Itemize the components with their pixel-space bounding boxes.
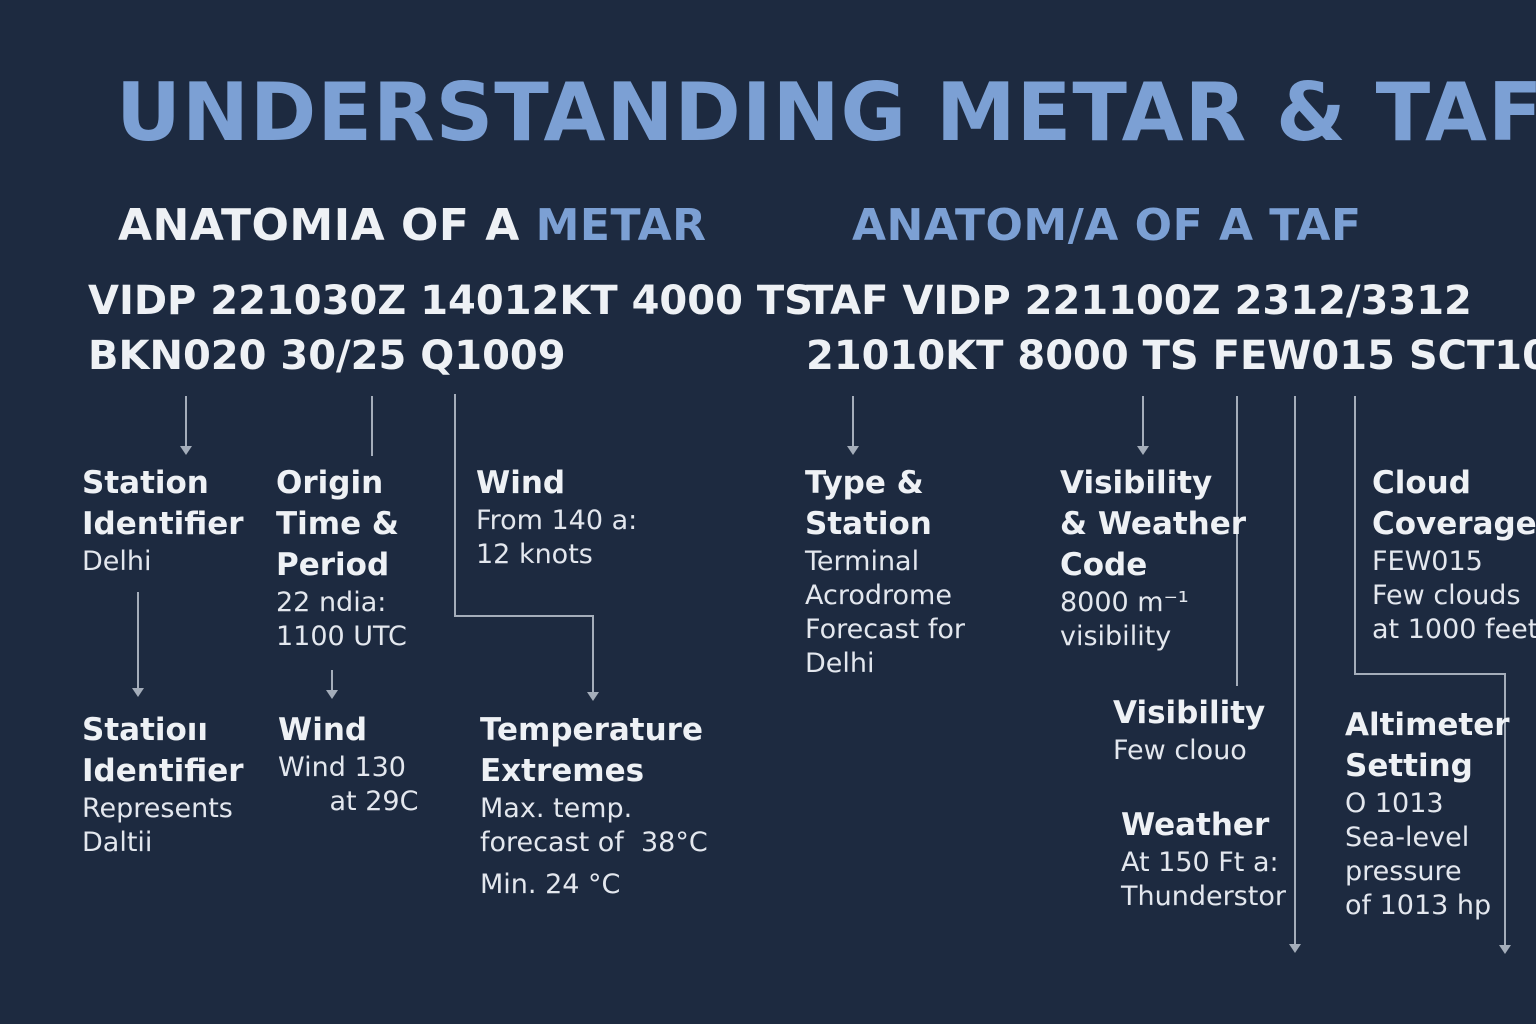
taf-altimeter-setting: Altimeter Setting O 1013 Sea-level press… bbox=[1345, 705, 1510, 923]
taf-visibility-weather-label-2: & Weather bbox=[1060, 506, 1247, 542]
taf-visibility-desc: Few clouo bbox=[1113, 735, 1247, 766]
taf-cloud-coverage-desc-1: FEW015 bbox=[1372, 546, 1483, 577]
metar-temperature-min: Min. 24 °C bbox=[480, 869, 621, 900]
taf-weather: Weather At 150 Ft a: Thunderstor bbox=[1121, 805, 1286, 914]
taf-visibility-weather-desc-2: visibility bbox=[1060, 621, 1172, 652]
taf-cloud-coverage-desc-2: Few clouds bbox=[1372, 580, 1521, 611]
taf-visibility-weather-label-3: Code bbox=[1060, 547, 1148, 583]
taf-type-station-label-1: Type & bbox=[805, 465, 924, 501]
metar-wind-2-desc-1: Wind 130 bbox=[278, 752, 406, 783]
taf-code-line-2: 21010KT 8000 TS FEW015 SCT100 bbox=[806, 333, 1536, 379]
metar-temperature-label-1: Temperature bbox=[480, 712, 703, 748]
metar-origin-time-desc-1: 22 ndia: bbox=[276, 587, 387, 618]
taf-weather-label: Weather bbox=[1121, 807, 1270, 843]
page-title: UNDERSTANDING METAR & TAF bbox=[116, 66, 1536, 159]
metar-station-identifier: Station Identifier Delhi bbox=[82, 463, 244, 579]
taf-cloud-coverage-desc-3: at 1000 feet bbox=[1372, 614, 1536, 645]
taf-cloud-coverage: Cloud Coverage FEW015 Few clouds at 1000… bbox=[1372, 463, 1536, 647]
metar-station-identifier-2-label-1: Statioıı bbox=[82, 712, 209, 748]
taf-altimeter-label-2: Setting bbox=[1345, 748, 1473, 784]
metar-station-identifier-2-desc-2: Daltii bbox=[82, 827, 153, 858]
metar-station-identifier-desc-1: Delhi bbox=[82, 546, 152, 577]
taf-heading: ANATOM/A OF A TAF bbox=[852, 200, 1362, 251]
taf-visibility-label: Visibility bbox=[1113, 695, 1266, 731]
metar-wind-2: Wind Wind 130 at 29C bbox=[278, 710, 418, 819]
metar-heading: ANATOMIA OF A METAR bbox=[118, 200, 707, 251]
metar-temperature-desc-1: Max. temp. bbox=[480, 793, 633, 824]
taf-altimeter-desc-3: pressure bbox=[1345, 856, 1462, 887]
taf-altimeter-label-1: Altimeter bbox=[1345, 707, 1510, 743]
metar-temperature-label-2: Extremes bbox=[480, 753, 645, 789]
taf-altimeter-desc-4: of 1013 hp bbox=[1345, 890, 1492, 921]
taf-altimeter-desc-2: Sea-level bbox=[1345, 822, 1470, 853]
metar-origin-time-desc-2: 1100 UTC bbox=[276, 621, 407, 652]
taf-type-station-desc-1: Terminal bbox=[805, 546, 920, 577]
metar-station-identifier-2-desc-1: Represents bbox=[82, 793, 233, 824]
metar-station-identifier-2: Statioıı Identifier Represents Daltii bbox=[82, 710, 244, 860]
metar-heading-prefix: ANATOMIA OF A bbox=[118, 200, 520, 251]
metar-code-line-2: BKN020 30/25 Q1009 bbox=[88, 333, 566, 379]
metar-temperature-desc-2: forecast of 38°C bbox=[480, 827, 708, 858]
taf-visibility-weather-desc-1: 8000 m⁻¹ bbox=[1060, 587, 1189, 618]
metar-station-identifier-2-label-2: Identifier bbox=[82, 753, 244, 789]
metar-station-identifier-label-2: Identifier bbox=[82, 506, 244, 542]
metar-origin-time: Origin Time & Period 22 ndia: 1100 UTC bbox=[276, 463, 407, 654]
metar-wind-desc-2: 12 knots bbox=[476, 539, 593, 570]
taf-type-station-label-2: Station bbox=[805, 506, 932, 542]
metar-wind-2-label: Wind bbox=[278, 712, 368, 748]
metar-code-line-1: VIDP 221030Z 14012KT 4000 TS bbox=[88, 278, 813, 324]
metar-wind-2-desc-2: at 29C bbox=[278, 786, 419, 817]
taf-visibility: Visibility Few clouo bbox=[1113, 693, 1265, 768]
taf-cloud-coverage-label-1: Cloud bbox=[1372, 465, 1471, 501]
taf-visibility-weather-code: Visibility & Weather Code 8000 m⁻¹ visib… bbox=[1060, 463, 1246, 654]
metar-temperature-extremes: Temperature Extremes Max. temp. forecast… bbox=[480, 710, 708, 902]
taf-type-station-desc-4: Delhi bbox=[805, 648, 875, 679]
metar-wind-desc-1: From 140 a: bbox=[476, 505, 638, 536]
metar-origin-time-label-1: Origin bbox=[276, 465, 384, 501]
taf-visibility-weather-label-1: Visibility bbox=[1060, 465, 1213, 501]
metar-wind-label: Wind bbox=[476, 465, 566, 501]
metar-origin-time-label-2: Time & bbox=[276, 506, 399, 542]
taf-altimeter-desc-1: O 1013 bbox=[1345, 788, 1444, 819]
taf-weather-desc-2: Thunderstor bbox=[1121, 881, 1286, 912]
metar-station-identifier-label-1: Station bbox=[82, 465, 209, 501]
taf-type-station: Type & Station Terminal Acrodrome Foreca… bbox=[805, 463, 965, 681]
metar-wind: Wind From 140 a: 12 knots bbox=[476, 463, 637, 572]
taf-code-line-1: TAF VIDP 221100Z 2312/3312 bbox=[806, 278, 1472, 324]
taf-weather-desc-1: At 150 Ft a: bbox=[1121, 847, 1279, 878]
taf-type-station-desc-2: Acrodrome bbox=[805, 580, 952, 611]
taf-type-station-desc-3: Forecast for bbox=[805, 614, 965, 645]
metar-heading-accent: METAR bbox=[535, 200, 707, 251]
taf-cloud-coverage-label-2: Coverage bbox=[1372, 506, 1536, 542]
metar-origin-time-label-3: Period bbox=[276, 547, 390, 583]
